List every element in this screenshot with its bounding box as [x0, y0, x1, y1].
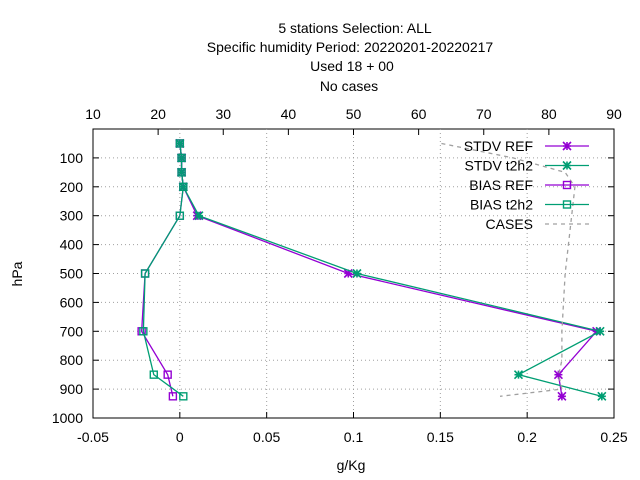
data-point-bias-t2h2 [139, 327, 148, 336]
series-line-bias-t2h2 [142, 143, 184, 397]
data-point-stdv-ref [553, 370, 563, 380]
data-point-bias-ref [168, 392, 178, 401]
x2-tick-label: 20 [150, 106, 166, 122]
x-tick-label: 0.1 [344, 429, 364, 445]
y-tick-label: 500 [60, 266, 84, 282]
y-tick-label: 300 [60, 208, 84, 224]
data-point-bias-t2h2 [179, 182, 188, 192]
data-point-stdv-t2h2 [513, 370, 524, 380]
data-point-bias-t2h2 [140, 269, 150, 278]
x-tick-label: 0 [176, 429, 184, 445]
x-axis-label: g/Kg [337, 457, 366, 473]
x2-tick-label: 40 [281, 106, 297, 122]
y-tick-label: 400 [60, 237, 84, 253]
marker-x [343, 268, 353, 279]
legend-label-stdv-t2h2: STDV t2h2 [465, 158, 534, 174]
title-line-period: Specific humidity Period: 20220201-20220… [207, 39, 494, 55]
x2-tick-label: 30 [215, 106, 231, 122]
legend-marker-stdv-ref [562, 141, 572, 151]
data-point-bias-t2h2 [179, 392, 188, 401]
marker-x [562, 160, 572, 171]
legend-label-stdv-ref: STDV REF [464, 138, 533, 154]
y-tick-label: 800 [60, 352, 84, 368]
x-tick-label: -0.05 [77, 429, 109, 445]
legend-marker-stdv-t2h2 [562, 160, 572, 171]
marker-x [175, 138, 185, 149]
marker-x [557, 391, 567, 401]
x-tick-label: 0.15 [427, 429, 454, 445]
data-point-bias-t2h2 [177, 168, 186, 177]
legend-label-bias-t2h2: BIAS t2h2 [470, 197, 533, 213]
marker-x [595, 326, 605, 336]
data-point-stdv-t2h2 [597, 391, 607, 401]
x-tick-label: 0.25 [600, 429, 627, 445]
data-point-bias-t2h2 [149, 370, 158, 379]
data-point-bias-t2h2 [175, 211, 185, 220]
y-tick-label: 600 [60, 294, 84, 310]
title-line-stations: 5 stations Selection: ALL [278, 20, 432, 36]
marker-x [553, 370, 563, 380]
data-point-stdv-ref [343, 268, 353, 279]
series-line-stdv-t2h2 [179, 143, 603, 397]
marker-x [513, 370, 524, 380]
data-point-stdv-t2h2 [194, 211, 204, 221]
axes: -0.05 0 0.05 0.1 0.15 0.2 0.25 10 20 30 40 50 60 70 80… [52, 106, 628, 445]
y-tick-label: 100 [60, 150, 84, 166]
y-tick-label: 200 [60, 179, 84, 195]
data-point-bias-t2h2 [177, 153, 186, 163]
legend-label-cases: CASES [486, 216, 533, 232]
marker-x [352, 268, 362, 279]
y-tick-label: 900 [60, 381, 84, 397]
x-tick-label: 0.2 [517, 429, 537, 445]
chart-title: 5 stations Selection: ALL Specific humid… [207, 20, 494, 94]
y-axis-label: hPa [9, 261, 25, 286]
marker-x [597, 391, 607, 401]
y-tick-label: 700 [60, 323, 84, 339]
title-line-used: Used 18 + 00 [310, 58, 394, 74]
x2-tick-label: 60 [411, 106, 427, 122]
data-point-bias-t2h2 [175, 139, 185, 148]
data-point-stdv-t2h2 [175, 138, 185, 149]
x2-tick-label: 70 [476, 106, 492, 122]
legend-label-bias-ref: BIAS REF [469, 177, 533, 193]
data-point-stdv-ref [557, 391, 567, 401]
series-line-stdv-ref [179, 143, 598, 397]
x2-tick-label: 80 [541, 106, 557, 122]
series-line-cases [441, 142, 576, 397]
data-point-stdv-t2h2 [352, 268, 362, 279]
marker-x [562, 141, 572, 151]
legend: STDV REF STDV t2h2 BIAS REF BIAS t2h2 CASES [464, 138, 589, 232]
marker-x [194, 211, 204, 221]
x2-tick-label: 90 [606, 106, 622, 122]
legend-marker-bias-ref [562, 180, 572, 190]
data-point-stdv-t2h2 [595, 326, 605, 336]
x-tick-label: 0.05 [253, 429, 280, 445]
x2-tick-label: 10 [85, 106, 101, 122]
data-point-bias-ref [163, 370, 172, 379]
legend-marker-bias-t2h2 [562, 200, 572, 209]
y-tick-label: 1000 [52, 410, 83, 426]
x2-tick-label: 50 [346, 106, 362, 122]
title-line-cases: No cases [320, 78, 378, 94]
series-layer [137, 138, 607, 401]
